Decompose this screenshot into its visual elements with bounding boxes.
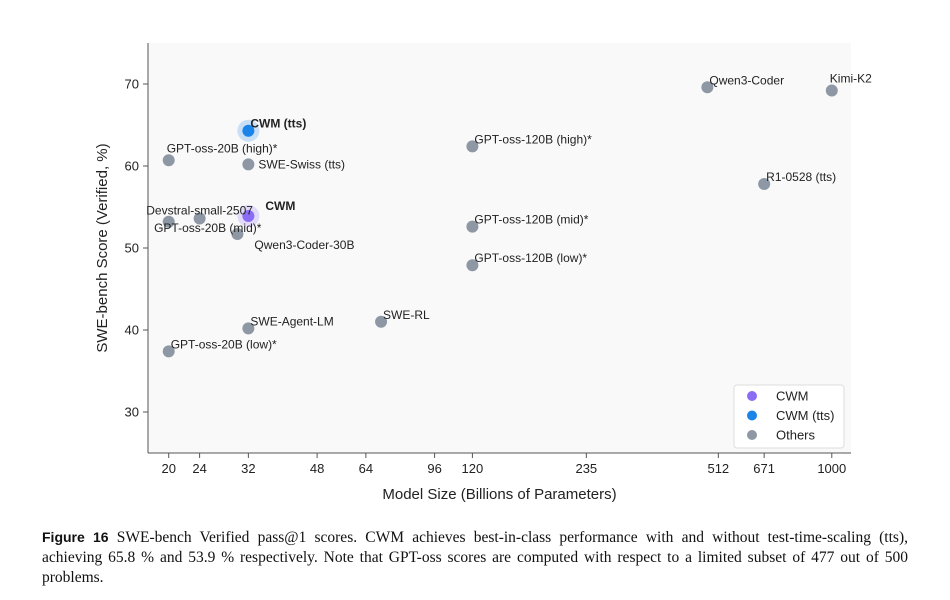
legend-label: CWM (tts)	[776, 408, 834, 423]
legend-label: Others	[776, 428, 816, 443]
legend-marker	[747, 410, 757, 421]
point-label: Kimi-K2	[830, 72, 872, 86]
data-point	[242, 322, 255, 335]
legend-marker	[747, 430, 757, 440]
x-tick-label: 512	[707, 461, 729, 476]
data-point	[193, 212, 206, 225]
x-tick-label: 24	[192, 461, 206, 476]
data-point	[162, 345, 175, 358]
point-label: Qwen3-Coder-30B	[254, 238, 354, 252]
y-tick-label: 60	[125, 159, 139, 174]
figure-caption: Figure 16 SWE-bench Verified pass@1 scor…	[42, 527, 908, 588]
point-label: GPT-oss-120B (high)*	[474, 132, 592, 146]
point-label: GPT-oss-120B (low)*	[474, 251, 587, 265]
point-label: SWE-RL	[383, 308, 430, 322]
point-labels: CWM (tts) CWM GPT-oss-20B (high)* SWE-Swiss…	[146, 72, 872, 352]
x-tick-label: 64	[359, 461, 373, 476]
data-point	[242, 124, 255, 137]
legend-label: CWM	[776, 389, 809, 404]
x-axis-label: Model Size (Billions of Parameters)	[382, 486, 616, 503]
x-tick-label: 48	[310, 461, 324, 476]
point-label: SWE-Agent-LM	[250, 314, 333, 328]
x-tick-label: 671	[753, 461, 775, 476]
point-label: CWM	[265, 199, 295, 213]
data-point	[162, 154, 175, 167]
point-label: GPT-oss-20B (low)*	[171, 337, 277, 351]
y-tick-label: 40	[125, 323, 139, 338]
point-label: Qwen3-Coder	[709, 73, 784, 87]
x-tick-label: 32	[241, 461, 255, 476]
x-tick-label: 20	[161, 461, 175, 476]
legend: CWM CWM (tts) Others	[733, 384, 845, 449]
point-label: Devstral-small-2507	[146, 203, 253, 217]
caption-text: SWE-bench Verified pass@1 scores. CWM ac…	[42, 529, 908, 586]
plot-area	[148, 43, 851, 453]
data-point	[466, 140, 479, 153]
data-point	[242, 210, 255, 223]
data-point	[466, 259, 479, 272]
x-tick-label: 120	[462, 461, 484, 476]
y-tick-label: 30	[125, 405, 139, 420]
point-label: GPT-oss-20B (high)*	[167, 141, 278, 155]
data-point	[825, 84, 838, 97]
legend-box	[733, 384, 845, 449]
data-point	[758, 178, 771, 191]
data-point	[701, 81, 714, 94]
data-point	[242, 158, 255, 171]
data-point	[375, 315, 388, 328]
scatter-chart: 20 24 32 48 64 96 120 235 512 671 1000 30 40 50 60 70 Mo…	[94, 43, 872, 503]
data-points	[162, 81, 838, 358]
point-label: GPT-oss-120B (mid)*	[474, 213, 588, 227]
legend-marker	[747, 391, 757, 401]
data-point	[231, 228, 244, 241]
data-point	[162, 215, 175, 228]
y-axis-label: SWE-bench Score (Verified, %)	[94, 143, 111, 352]
point-label: GPT-oss-20B (mid)*	[154, 221, 262, 235]
y-tick-label: 50	[125, 241, 139, 256]
point-label: R1-0528 (tts)	[766, 170, 836, 184]
x-tick-label: 235	[575, 461, 597, 476]
data-point	[466, 220, 479, 233]
point-label: CWM (tts)	[250, 117, 306, 131]
caption-label: Figure 16	[42, 529, 109, 545]
axes: 20 24 32 48 64 96 120 235 512 671 1000 30 40 50 60 70 Mo…	[94, 43, 851, 503]
x-tick-label: 96	[427, 461, 441, 476]
x-tick-label: 1000	[817, 461, 846, 476]
y-tick-label: 70	[125, 77, 139, 92]
point-label: SWE-Swiss (tts)	[258, 157, 345, 171]
